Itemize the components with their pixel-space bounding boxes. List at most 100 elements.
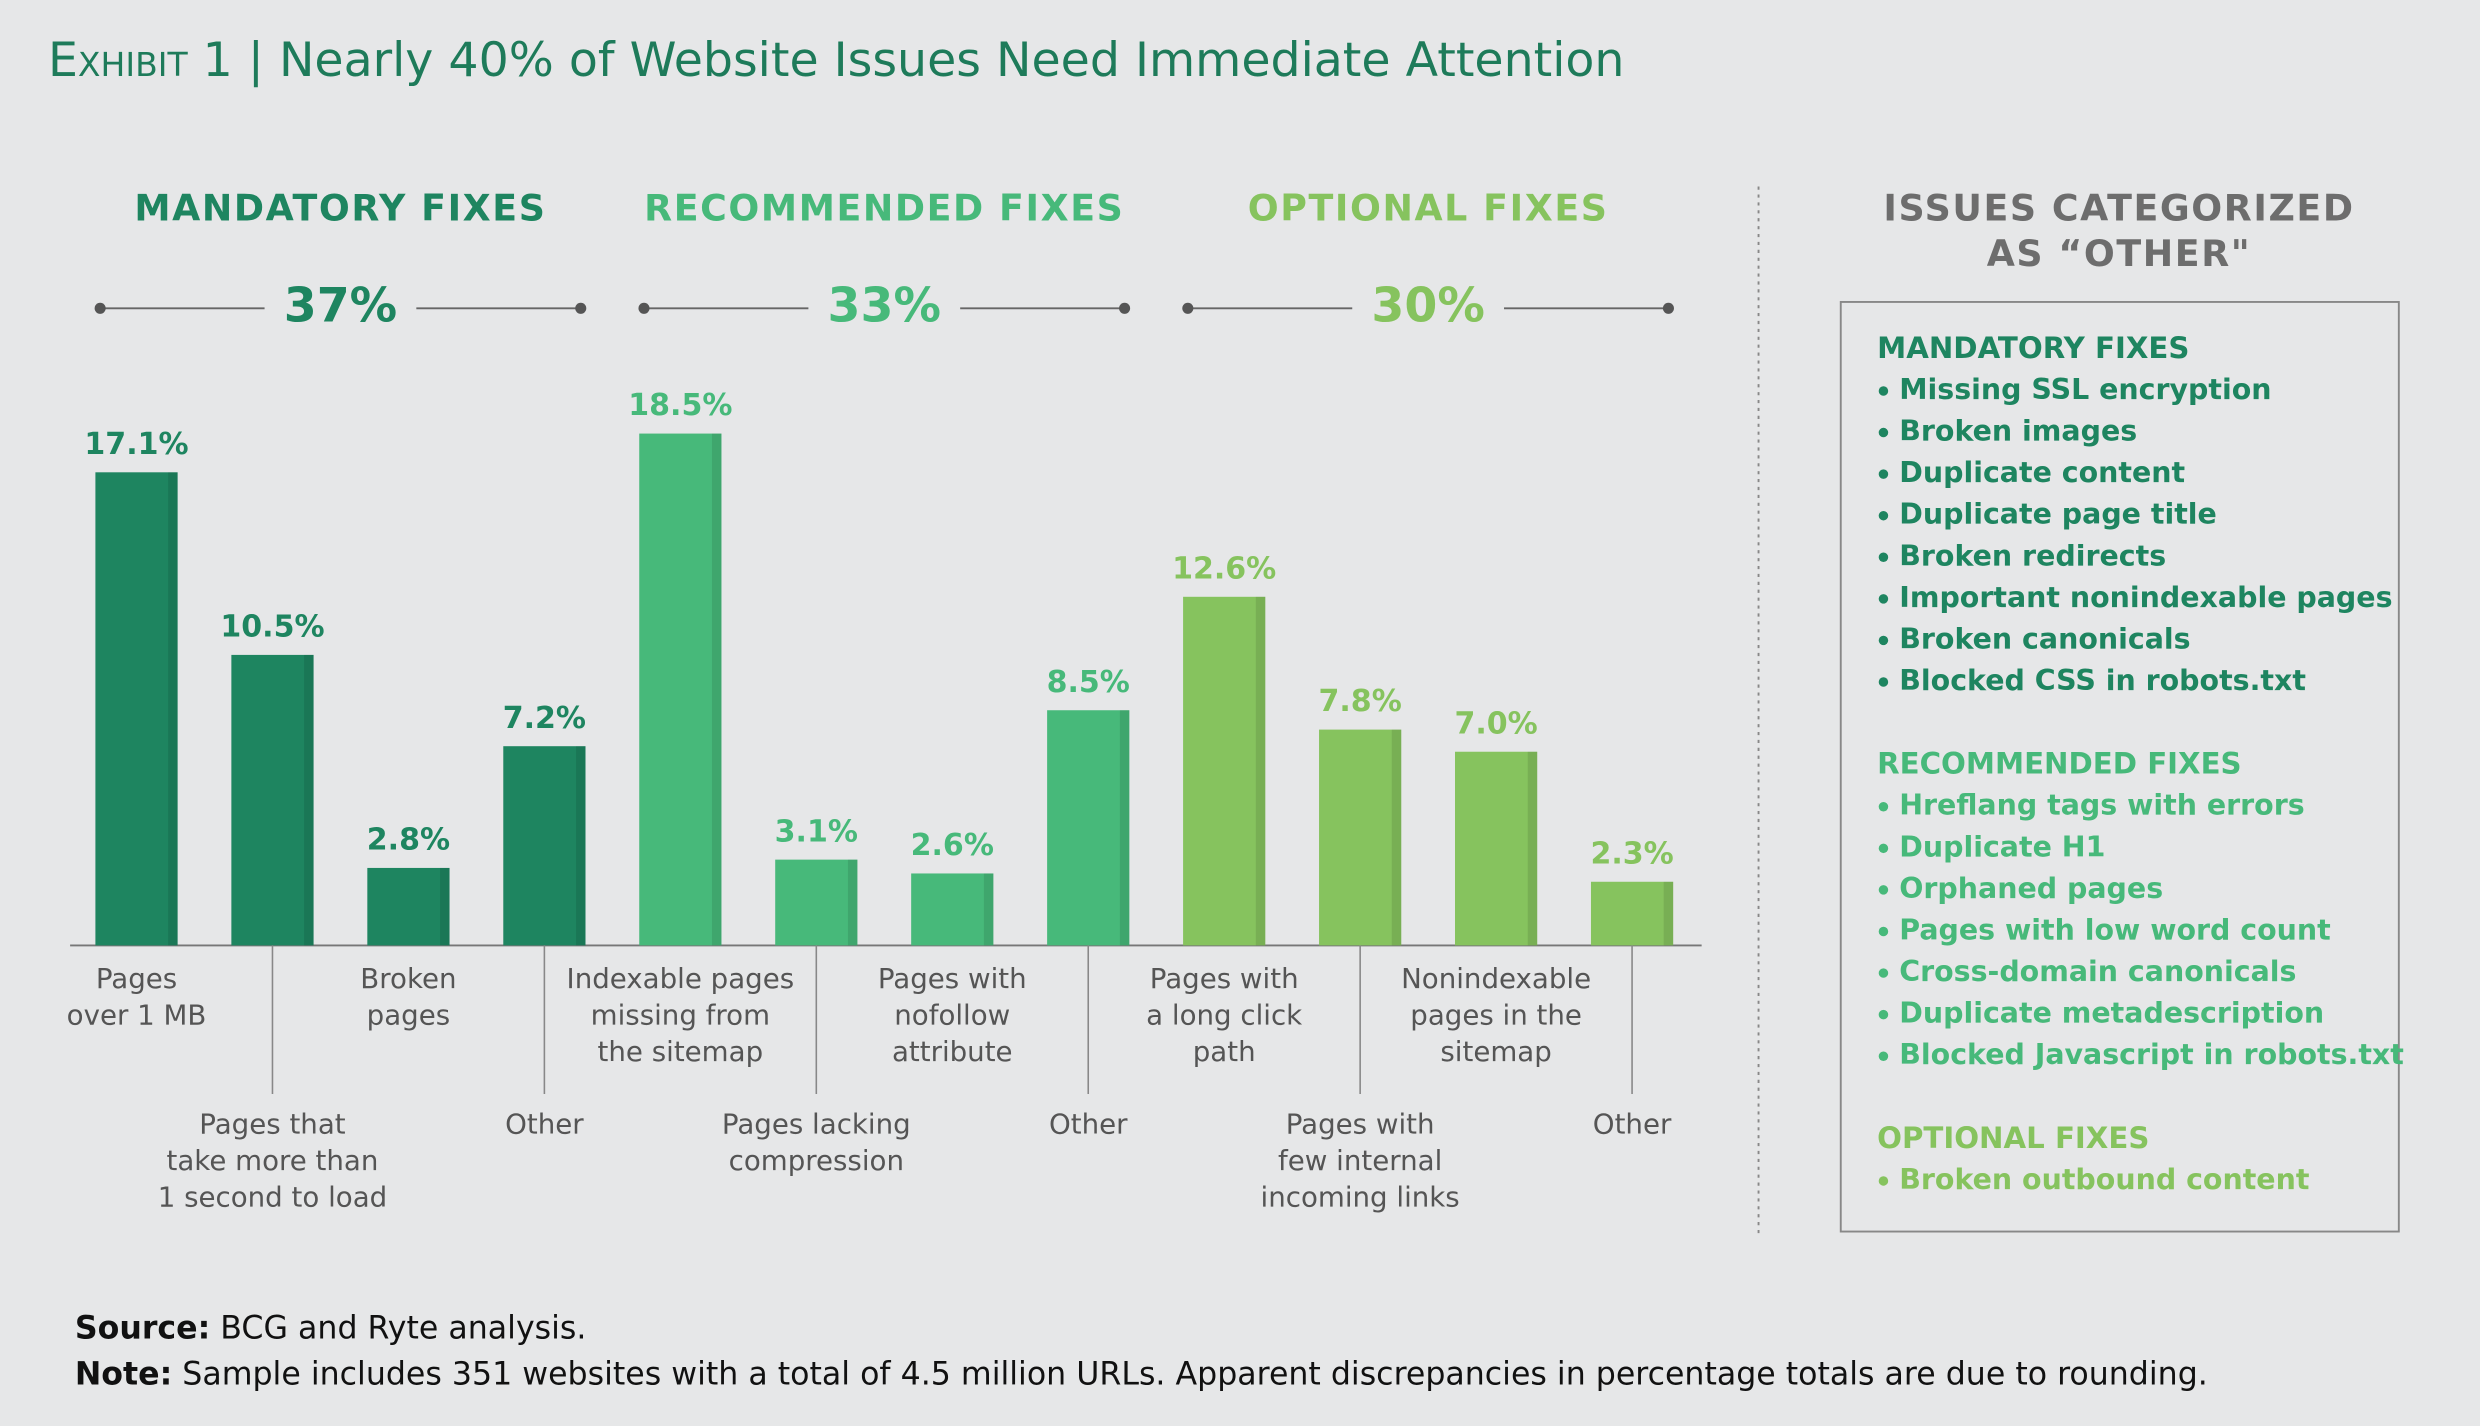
source-label: Source:	[75, 1311, 210, 1347]
text-line: few internal	[1278, 1144, 1442, 1177]
x-tick-label: Other	[1593, 1108, 1672, 1141]
note: Note: Sample includes 351 websites with …	[75, 1356, 2208, 1392]
value-label: 12.6%	[1172, 551, 1276, 586]
bar	[95, 472, 178, 946]
bar-shade	[847, 859, 858, 946]
bar-shade	[168, 472, 178, 946]
list-item: Broken images	[1899, 415, 2137, 448]
bar	[1319, 729, 1402, 946]
text-line: path	[1193, 1035, 1256, 1068]
text-line: Indexable pages	[567, 962, 795, 995]
bullet	[1878, 926, 1889, 937]
source: Source: BCG and Ryte analysis.	[75, 1311, 587, 1347]
bar-shade	[1391, 729, 1402, 946]
bullet	[1878, 469, 1889, 479]
text-line: over 1 MB	[67, 999, 207, 1032]
list-item: Broken redirects	[1899, 539, 2166, 572]
bullet	[1878, 510, 1889, 521]
group-name: OPTIONAL FIXES	[1248, 186, 1609, 229]
x-tick-label: Pages with few internal incoming links	[1261, 1108, 1460, 1214]
x-tick-label: Pages lacking compression	[722, 1108, 911, 1177]
bullet	[1878, 594, 1889, 604]
text-line: Pages with	[878, 962, 1027, 995]
share-dot	[1119, 302, 1131, 314]
bar-shade	[1119, 710, 1130, 946]
other-panel-title: ISSUES CATEGORIZED AS “OTHER"	[1883, 186, 2354, 275]
section-heading: MANDATORY FIXES	[1877, 331, 2189, 365]
bar	[911, 873, 994, 946]
share-dot	[575, 302, 587, 314]
bullet	[1878, 1176, 1889, 1186]
group-share: 37%	[284, 278, 397, 333]
value-label: 7.8%	[1319, 684, 1402, 719]
list-item: Cross-domain canonicals	[1899, 955, 2296, 988]
group-name: RECOMMENDED FIXES	[644, 186, 1124, 229]
bar-shade	[304, 654, 314, 946]
text-line: pages	[367, 999, 450, 1032]
bar-shade	[1527, 751, 1538, 946]
bullet	[1878, 1051, 1889, 1061]
x-tick-label: Nonindexable pages in the sitemap	[1401, 962, 1591, 1068]
list-item: Broken canonicals	[1899, 622, 2190, 655]
group-share: 33%	[828, 278, 941, 333]
list-item: Pages with low word count	[1899, 913, 2331, 946]
space	[172, 1356, 182, 1392]
share-dot	[1182, 302, 1194, 314]
section-heading: RECOMMENDED FIXES	[1877, 747, 2242, 781]
source-text: BCG and Ryte analysis.	[220, 1311, 586, 1347]
value-label: 10.5%	[220, 610, 324, 645]
chart-title: Nearly 40% of Website Issues Need Immedi…	[279, 33, 1624, 88]
share-dot	[94, 302, 106, 314]
bar	[231, 654, 314, 946]
text-line: compression	[729, 1144, 904, 1177]
list-item: Orphaned pages	[1899, 872, 2163, 905]
bullet	[1878, 885, 1889, 895]
text-line: take more than	[167, 1144, 379, 1177]
text-line: the sitemap	[598, 1035, 764, 1068]
text-line: ISSUES CATEGORIZED	[1883, 186, 2354, 229]
bar	[1047, 710, 1130, 946]
text-line: Pages with	[1286, 1108, 1435, 1141]
value-label: 7.2%	[503, 701, 586, 736]
value-label: 2.6%	[911, 828, 994, 863]
list-item: Duplicate H1	[1899, 830, 2105, 863]
value-label: 17.1%	[84, 427, 188, 462]
list-item: Important nonindexable pages	[1899, 581, 2392, 614]
bar-shade	[1255, 596, 1266, 946]
list-item: Missing SSL encryption	[1899, 373, 2271, 406]
text-line: nofollow	[894, 999, 1010, 1032]
note-text: Sample includes 351 websites with a tota…	[182, 1356, 2208, 1392]
text-line: pages in the	[1410, 999, 1582, 1032]
bar	[367, 867, 450, 946]
text-line: Pages	[96, 962, 177, 995]
text-line: incoming links	[1261, 1180, 1460, 1213]
bullet	[1878, 427, 1889, 438]
bar-shade	[440, 867, 450, 946]
text-line: attribute	[892, 1035, 1013, 1068]
group-name: MANDATORY FIXES	[134, 186, 546, 229]
list-item: Duplicate content	[1899, 456, 2185, 489]
bar-shade	[711, 433, 722, 946]
x-tick-label: Other	[1049, 1108, 1128, 1141]
list-item: Duplicate page title	[1899, 498, 2217, 531]
x-tick-label: Indexable pages missing from the sitemap	[567, 962, 795, 1068]
space	[210, 1311, 220, 1347]
bullet	[1878, 843, 1889, 854]
x-tick-label: Pages over 1 MB	[67, 962, 207, 1031]
bar	[639, 433, 722, 946]
group-share: 30%	[1371, 278, 1484, 333]
list-item: Broken outbound content	[1899, 1163, 2309, 1196]
exhibit-label: Exhibit 1	[48, 33, 233, 88]
bar	[1455, 751, 1538, 946]
bullet	[1878, 802, 1889, 812]
list-item: Blocked Javascript in robots.txt	[1899, 1038, 2404, 1071]
other-panel-box	[1839, 301, 2400, 1233]
value-label: 18.5%	[628, 388, 732, 423]
section-heading: OPTIONAL FIXES	[1877, 1121, 2149, 1155]
list-item: Duplicate metadescription	[1899, 997, 2324, 1030]
x-tick-label: Pages that take more than 1 second to load	[158, 1108, 387, 1214]
chart-title-group: Exhibit 1 | Nearly 40% of Website Issues…	[48, 33, 1624, 88]
bullet	[1878, 635, 1889, 646]
text-line: Pages lacking	[722, 1108, 911, 1141]
